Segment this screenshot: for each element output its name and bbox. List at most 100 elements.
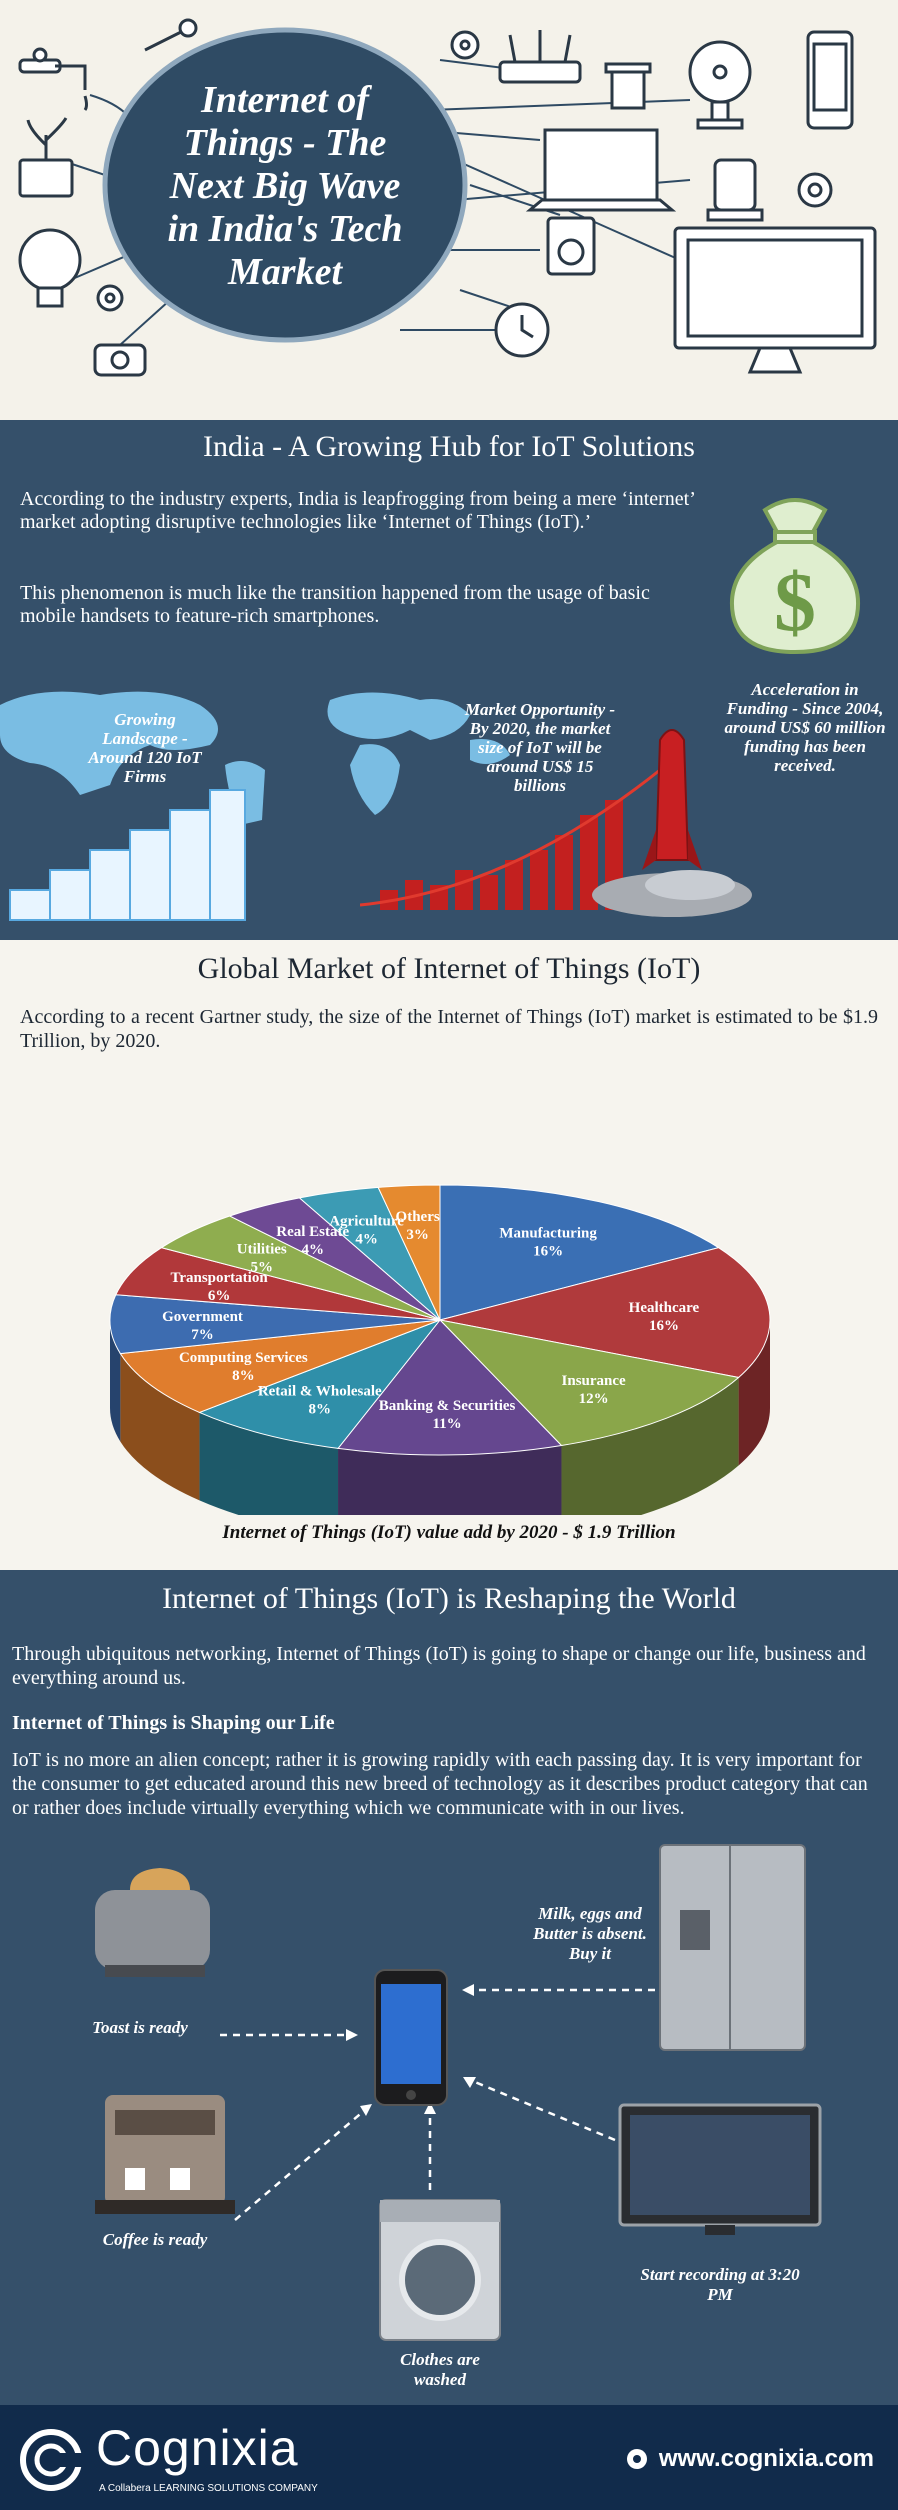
header-title-line-4: in India's Tech	[167, 208, 402, 250]
india-hub-paragraph-1: According to the industry experts, India…	[20, 488, 695, 533]
growing-landscape-label: Growing Landscape - Around 120 IoT Firms	[88, 710, 202, 786]
growing-staircase-graphic	[9, 789, 246, 921]
smart-home-diagram	[95, 1844, 822, 2341]
pie-slice-label: Computing Services	[179, 1350, 308, 1366]
pie-slice-side	[338, 1445, 562, 1515]
reshaping-title: Internet of Things (IoT) is Reshaping th…	[162, 1582, 736, 1615]
coffee-label: Coffee is ready	[102, 2230, 208, 2249]
pie-slice-value: 3%	[406, 1227, 429, 1243]
pie-slice-value: 7%	[191, 1327, 214, 1343]
title-circle	[102, 27, 468, 343]
trash-bin-icon	[604, 62, 652, 110]
global-market-title: Global Market of Internet of Things (IoT…	[197, 952, 701, 985]
pie-slice	[115, 1247, 441, 1321]
pie-slice-value: 8%	[232, 1368, 255, 1384]
money-bag-icon: $	[730, 498, 860, 655]
pie-slice-label: Agriculture	[329, 1214, 404, 1230]
rocket-icon	[592, 729, 752, 917]
mixer-icon	[706, 158, 764, 222]
pie-slice-side	[738, 1320, 770, 1466]
toaster-label: Toast is ready	[92, 2018, 188, 2037]
smartphone-icon	[374, 1969, 448, 2106]
market-opportunity-label: Market Opportunity - By 2020, the market…	[464, 700, 616, 795]
refrigerator-icon	[659, 1844, 806, 2051]
pie-slice	[377, 1184, 441, 1321]
tv-label: Start recording at 3:20 PM	[640, 2265, 800, 2304]
pie-slice-label: Government	[162, 1309, 243, 1325]
pie-slice	[109, 1294, 441, 1355]
plant-icon	[18, 117, 74, 198]
india-hub-paragraph-2: This phenomenon is much like the transit…	[20, 582, 650, 627]
world-map-graphic	[0, 691, 510, 825]
india-iot-hub-section: India - A Growing Hub for IoT Solutions …	[0, 420, 898, 940]
faucet-icon	[18, 47, 88, 111]
pie-slice-value: 16%	[649, 1318, 679, 1334]
website-link[interactable]: www.cognixia.com	[658, 2445, 874, 2472]
pie-slice-label: Healthcare	[629, 1300, 700, 1316]
header-title-line-5: Market	[227, 251, 343, 293]
globe-icon	[627, 2449, 647, 2469]
washing-machine-icon	[379, 2199, 501, 2341]
pie-chart-caption: Internet of Things (IoT) value add by 20…	[222, 1522, 676, 1543]
pie-slice-label: Real Estate	[276, 1224, 349, 1240]
india-hub-title: India - A Growing Hub for IoT Solutions	[203, 430, 695, 463]
pie-slice-side	[561, 1377, 739, 1515]
pie-slice-value: 12%	[579, 1391, 609, 1407]
iot-reshaping-section: Internet of Things (IoT) is Reshaping th…	[0, 1570, 898, 2405]
global-iot-market-section: Global Market of Internet of Things (IoT…	[0, 940, 898, 1570]
header-illustration: Internet of Things - The Next Big Wave i…	[18, 18, 877, 377]
pie-slice	[438, 1319, 740, 1447]
wrench-icon	[144, 18, 198, 52]
pie-slice-label: Others	[396, 1209, 440, 1225]
pie-slice-value: 5%	[251, 1260, 274, 1276]
global-market-paragraph: According to a recent Gartner study, the…	[20, 1006, 878, 1052]
laptop-icon	[525, 128, 677, 212]
header-title-line-2: Things - The	[184, 122, 387, 164]
pie-slice-value: 16%	[533, 1244, 563, 1260]
fan-icon	[688, 40, 752, 130]
pie-slice-side	[110, 1320, 121, 1442]
pie-slice-value: 6%	[208, 1288, 231, 1304]
shaping-life-subtitle: Internet of Things is Shaping our Life	[12, 1712, 335, 1734]
pie-slice-label: Transportation	[170, 1270, 268, 1286]
toaster-icon	[95, 1868, 210, 1977]
pie-slice-label: Banking & Securities	[379, 1398, 516, 1414]
pie-slice	[439, 1247, 771, 1379]
alarm-clock-icon	[494, 302, 550, 358]
pie-slice	[337, 1319, 563, 1456]
washer-label: Clothes are washed	[400, 2350, 480, 2389]
iot-market-pie-chart: Manufacturing 16% Healthcare 16% Insurance 12…	[109, 1184, 771, 1515]
pie-slice-label: Retail & Wholesale	[258, 1384, 382, 1400]
cognixia-logo-icon	[20, 2429, 84, 2491]
pie-slice-label: Insurance	[562, 1373, 627, 1389]
pie-slice-value: 8%	[309, 1402, 332, 1418]
brand-name: Cognixia	[96, 2420, 299, 2476]
television-icon	[618, 2103, 822, 2235]
light-bulb-icon	[18, 228, 82, 308]
connection-arrows	[220, 1988, 655, 2221]
gear-icon	[450, 30, 480, 60]
pie-slice-value: 4%	[355, 1232, 378, 1248]
pie-slice	[198, 1318, 442, 1449]
brand-tagline: A Collabera LEARNING SOLUTIONS COMPANY	[99, 2483, 318, 2494]
dollar-sign: $	[774, 556, 816, 649]
reshaping-paragraph-1: Through ubiquitous networking, Internet …	[12, 1643, 866, 1689]
gear-icon	[96, 284, 124, 312]
gear-icon	[797, 172, 833, 208]
router-icon	[498, 30, 582, 84]
header-title-line-1: Internet of	[200, 79, 372, 121]
monitor-icon	[673, 226, 877, 374]
telephone-icon	[93, 343, 147, 377]
reshaping-paragraph-2: IoT is no more an alien concept; rather …	[12, 1749, 868, 1819]
speaker-icon	[546, 216, 596, 276]
smartphone-icon	[806, 30, 854, 130]
pie-slice-value: 11%	[432, 1416, 461, 1432]
pie-slice-side	[120, 1353, 200, 1501]
pie-slice-side	[199, 1412, 339, 1515]
header-banner: Internet of Things - The Next Big Wave i…	[0, 0, 898, 420]
pie-slice-value: 4%	[301, 1242, 324, 1258]
pie-slice	[119, 1319, 441, 1413]
pie-slice-label: Utilities	[237, 1242, 287, 1258]
pie-slice-label: Manufacturing	[499, 1226, 597, 1242]
coffee-machine-icon	[95, 2095, 235, 2214]
